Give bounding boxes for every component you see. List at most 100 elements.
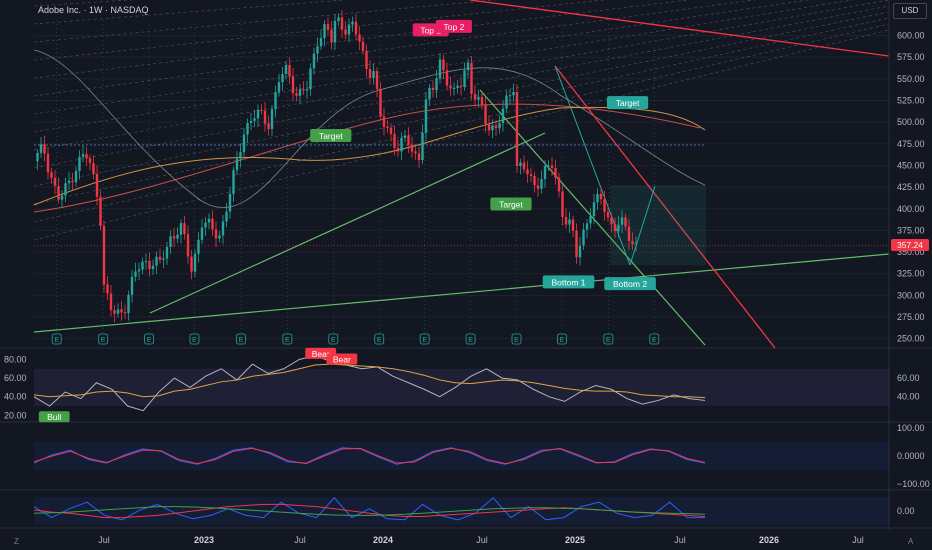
candle-body	[88, 158, 92, 163]
time-tick-label: 2023	[194, 535, 214, 545]
earnings-marker-box	[465, 333, 476, 345]
candle-body	[368, 69, 372, 78]
candle-body	[428, 87, 431, 100]
time-tick-label: 2026	[759, 535, 779, 545]
earnings-marker-label: E	[101, 337, 106, 344]
channel-line	[33, 0, 890, 151]
osc-tick: 0.00	[897, 506, 915, 516]
candle-body	[337, 17, 340, 22]
candle-body	[137, 269, 141, 272]
candle-body	[620, 217, 624, 225]
support-trendline-1	[149, 132, 546, 314]
earnings-marker-label: E	[514, 337, 519, 344]
candle-body	[260, 109, 263, 111]
rsi-right-tick: 40.00	[897, 392, 920, 402]
timeline-left-marker[interactable]: Z	[14, 537, 19, 546]
candle-body	[571, 219, 575, 231]
candle-body	[522, 162, 526, 170]
annotation-label: Bottom 2	[613, 279, 647, 289]
price-tick-label: 250.00	[897, 334, 925, 344]
price-tick-label: 600.00	[897, 31, 925, 41]
candle-body	[365, 50, 368, 70]
candle-body	[155, 256, 158, 266]
price-tick-label: 275.00	[897, 312, 925, 322]
candle-body	[253, 118, 256, 121]
candle-body	[120, 309, 123, 313]
candle-body	[106, 284, 109, 294]
candle-body	[589, 216, 592, 224]
earnings-marker-box	[98, 333, 109, 345]
currency-button[interactable]: USD	[893, 3, 927, 19]
annotation-label-bg	[604, 277, 656, 291]
candle-body	[281, 73, 284, 83]
earnings-marker-label: E	[331, 337, 336, 344]
candle-body	[99, 196, 102, 226]
candle-body	[400, 137, 403, 152]
candle-body	[256, 109, 260, 119]
candle-body	[92, 162, 95, 174]
candle-body	[389, 127, 393, 134]
triangle-leg-2	[629, 185, 656, 266]
candle-body	[421, 132, 424, 161]
candle-body	[536, 185, 540, 189]
candle-body	[624, 217, 627, 227]
macd-tick: −100.00	[897, 479, 930, 489]
time-tick-label: Jul	[852, 535, 864, 545]
earnings-marker-box	[603, 333, 614, 345]
rsi-signal-label: Bear	[312, 349, 330, 359]
candle-body	[491, 125, 494, 131]
trend-lines	[33, 0, 890, 349]
candle-body	[284, 64, 288, 74]
price-tick-label: 325.00	[897, 269, 925, 279]
rsi-right-tick: 60.00	[897, 373, 920, 383]
resistance-line	[469, 0, 890, 57]
earnings-marker-box	[511, 333, 522, 345]
candle-body	[50, 172, 53, 178]
candle-body	[547, 165, 550, 167]
candle-body	[36, 152, 39, 162]
candle-body	[599, 193, 603, 200]
annotation-label: Target	[616, 98, 640, 108]
candle-body	[232, 170, 235, 194]
macd-panel: 100.00 0.0000 −100.00	[33, 423, 930, 489]
candle-body	[242, 134, 246, 153]
candle-body	[312, 53, 316, 69]
candle-body	[484, 104, 487, 124]
earnings-marker-label: E	[560, 337, 565, 344]
candle-body	[358, 34, 361, 42]
candle-body	[39, 144, 43, 153]
candle-body	[554, 167, 557, 178]
candle-body	[305, 89, 309, 91]
candle-body	[603, 199, 606, 213]
channel-line	[33, 0, 854, 133]
price-tick-label: 575.00	[897, 52, 925, 62]
annotation-label: Top 1	[420, 25, 441, 35]
earnings-marker-label: E	[147, 337, 152, 344]
candle-body	[452, 87, 456, 89]
timeline-right-marker[interactable]: A	[908, 537, 914, 546]
candle-body	[302, 89, 305, 91]
rsi-left-tick: 20.00	[4, 410, 27, 420]
candle-body	[351, 21, 354, 25]
candle-body	[442, 59, 445, 71]
candle-body	[207, 218, 211, 223]
time-tick-label: 2024	[373, 535, 393, 545]
candle-body	[85, 154, 88, 159]
falling-resistance	[554, 65, 776, 349]
candle-body	[494, 125, 498, 129]
candle-body	[186, 234, 190, 257]
price-tick-label: 375.00	[897, 225, 925, 235]
price-tick-label: 300.00	[897, 290, 925, 300]
candle-body	[414, 151, 417, 154]
price-tick-label: 450.00	[897, 160, 925, 170]
price-tick-label: 400.00	[897, 204, 925, 214]
candle-body	[316, 46, 319, 54]
macd-band	[34, 442, 889, 470]
candle-body	[291, 76, 295, 94]
candle-body	[529, 174, 533, 177]
candle-body	[596, 193, 599, 203]
rsi-line	[33, 355, 706, 412]
price-axis: 250.00 275.00 300.00 325.00 350.00 375.00 400.…	[888, 0, 925, 530]
candle-body	[582, 229, 585, 246]
